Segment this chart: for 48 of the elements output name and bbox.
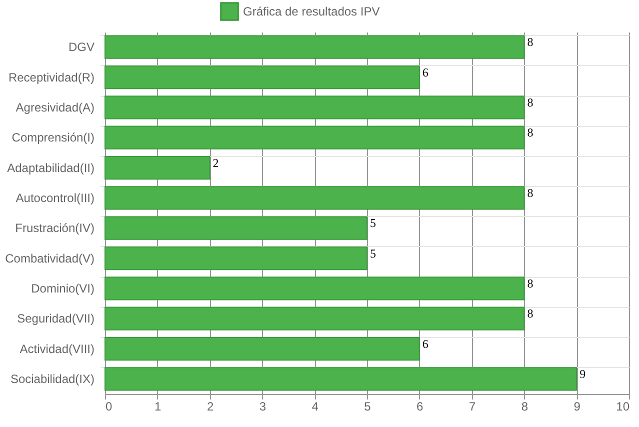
bar xyxy=(104,126,525,150)
y-tick-label: DGV xyxy=(68,40,94,54)
data-label: 8 xyxy=(527,306,534,321)
bar xyxy=(104,96,525,120)
bar xyxy=(104,367,578,391)
x-tick-label: 3 xyxy=(259,400,266,414)
data-label: 6 xyxy=(422,65,428,80)
data-label: 8 xyxy=(527,35,534,50)
bar xyxy=(104,186,525,210)
x-tick-label: 9 xyxy=(574,400,581,414)
x-tick-label: 2 xyxy=(206,400,214,414)
y-tick-label: Sociabilidad(IX) xyxy=(10,372,94,386)
y-tick-label: Receptividad(R) xyxy=(8,70,94,84)
data-label: 2 xyxy=(212,156,219,170)
bar xyxy=(104,276,525,300)
x-tick-label: 8 xyxy=(521,400,528,414)
x-tick-label: 10 xyxy=(616,400,630,414)
bar xyxy=(104,65,420,90)
y-tick-label: Agresividad(A) xyxy=(16,100,94,114)
y-tick-label: Adaptabilidad(II) xyxy=(7,160,94,175)
y-tick-label: Actividad(VIII) xyxy=(20,342,94,356)
bar xyxy=(104,216,368,240)
x-tick-label: 4 xyxy=(312,400,319,414)
bar xyxy=(104,336,420,361)
x-tick-label: 1 xyxy=(154,400,162,414)
legend-label: Gráfica de resultados IPV xyxy=(243,4,380,18)
y-tick-label: Dominio(VI) xyxy=(31,281,94,296)
x-tick-label: 5 xyxy=(364,400,372,414)
data-label: 8 xyxy=(527,276,534,290)
data-label: 5 xyxy=(370,216,376,230)
bar xyxy=(104,35,525,59)
x-tick-label: 7 xyxy=(468,400,476,414)
y-tick-label: Seguridad(VII) xyxy=(17,312,94,326)
data-label: 8 xyxy=(527,186,534,200)
data-label: 8 xyxy=(527,95,534,110)
y-tick-label: Autocontrol(III) xyxy=(16,190,94,205)
data-label: 8 xyxy=(527,126,534,140)
x-tick-label: 6 xyxy=(416,400,424,414)
bar xyxy=(104,306,525,330)
bar xyxy=(104,246,368,270)
data-label: 6 xyxy=(422,336,428,351)
y-tick-label: Combatividad(V) xyxy=(5,251,94,266)
x-tick-label: 0 xyxy=(106,400,112,414)
y-tick-label: Frustración(IV) xyxy=(15,221,94,236)
bar xyxy=(104,156,210,180)
y-tick-label: Comprensión(I) xyxy=(12,130,94,145)
data-label: 9 xyxy=(580,366,586,381)
data-label: 5 xyxy=(370,246,376,260)
